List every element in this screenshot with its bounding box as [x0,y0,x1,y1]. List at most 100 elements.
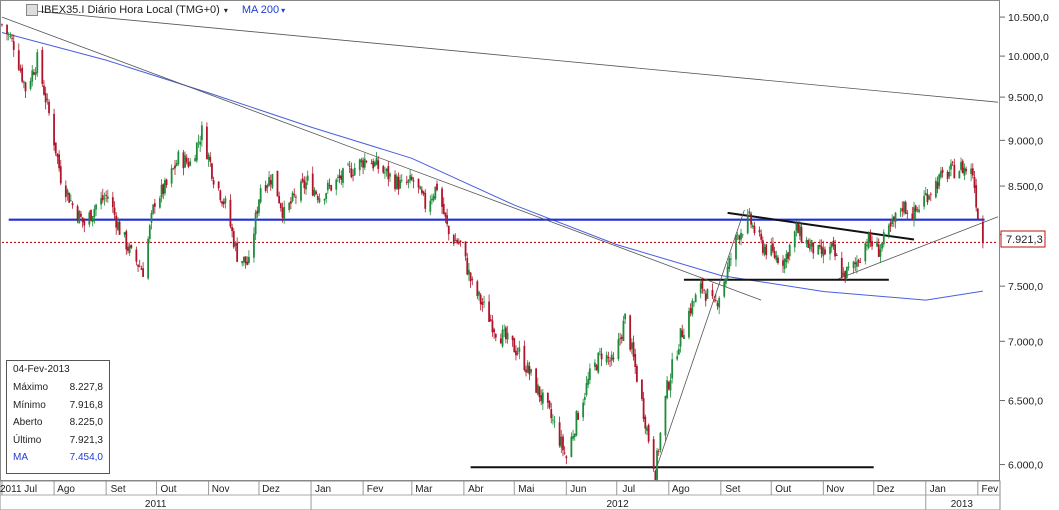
candle-body [787,252,789,259]
candle-body [59,166,62,184]
candle-body [259,188,262,203]
ma-indicator-label[interactable]: MA 200 [241,4,280,16]
candle-body [118,221,121,235]
candle-body [200,125,203,141]
candle-body [447,226,450,235]
candle-body [81,217,84,223]
candle-body [525,369,527,373]
candle-body [56,153,59,157]
candle-body [877,244,880,257]
candle-body [101,195,104,201]
candle-body [867,233,870,248]
candle-body [424,193,427,209]
candle-body [95,204,97,210]
candle-body [723,281,726,297]
candle-body [170,168,173,184]
candle-body [31,70,34,82]
candle-body [481,302,484,306]
candle-body [740,232,742,240]
candle-body [691,300,694,315]
candle-body [325,193,328,199]
candles-layer [1,23,984,482]
candle-body [622,320,625,342]
candle-body [80,213,82,217]
candle-body [254,212,257,235]
title-dropdown-icon[interactable]: ▾ [223,5,228,15]
candle-body [397,176,400,190]
y-tick-label: 10.000,0 [1008,51,1049,63]
last-price-box [1000,230,1046,248]
candle-body [177,151,180,165]
info-label: Último [13,434,42,446]
candle-body [735,234,737,260]
candle-body [256,210,259,214]
candle-body [189,161,192,166]
symbol-icon[interactable] [26,4,38,16]
candle-body [150,212,153,223]
candle-body [53,113,55,146]
candle-body [457,242,460,244]
candle-body [153,203,156,207]
candle-body [528,365,531,375]
candle-body [506,332,509,340]
candle-body [911,213,914,221]
y-tick-label: 10.500,0 [1008,12,1049,24]
candle-body [48,101,50,114]
candle-body [303,180,306,189]
candle-body [889,222,892,227]
candle-body [313,189,316,196]
candle-body [683,335,685,339]
candle-body [21,67,24,82]
candle-body [434,186,437,199]
candle-body [656,450,658,480]
candle-body [575,410,578,436]
ma-dropdown-icon[interactable]: ▾ [281,5,286,15]
candle-body [164,179,166,194]
candle-body [24,82,27,92]
candle-body [217,181,220,189]
candle-body [693,301,695,303]
candle-body [468,269,470,275]
trend-line [654,209,745,472]
candle-body [222,201,225,205]
candle-body [234,242,237,246]
candle-body [464,241,467,257]
candle-body [375,157,378,165]
candle-body [311,173,314,196]
candle-body [546,392,549,403]
candle-body [859,262,862,263]
candle-body [772,243,774,252]
candle-body [244,256,247,264]
candle-body [400,179,403,181]
candle-body [941,169,944,173]
candle-body [46,98,49,101]
candle-body [264,185,267,191]
candle-body [960,162,962,170]
candle-body [536,384,539,395]
candle-body [34,72,37,76]
candle-body [68,192,71,203]
candle-body [585,383,588,395]
candle-body [689,308,692,314]
candle-body [83,220,86,226]
y-tick-label: 9.500,0 [1008,92,1043,104]
candle-body [976,208,979,220]
candle-body [844,270,847,280]
candle-body [54,142,57,154]
x-tick-label: Jan [315,484,331,495]
candle-body [162,184,165,195]
candle-body [212,180,215,185]
x-tick-label: Mai [518,484,534,495]
candle-body [916,209,919,211]
candle-body [289,201,292,204]
candle-body [822,247,825,257]
candle-body [951,162,954,164]
candle-body [953,164,956,179]
candle-body [269,180,272,185]
info-label: MA [13,452,28,463]
candle-body [857,259,860,263]
candle-body [882,232,885,245]
y-tick-label: 6.500,0 [1008,396,1043,408]
candle-body [903,201,905,213]
